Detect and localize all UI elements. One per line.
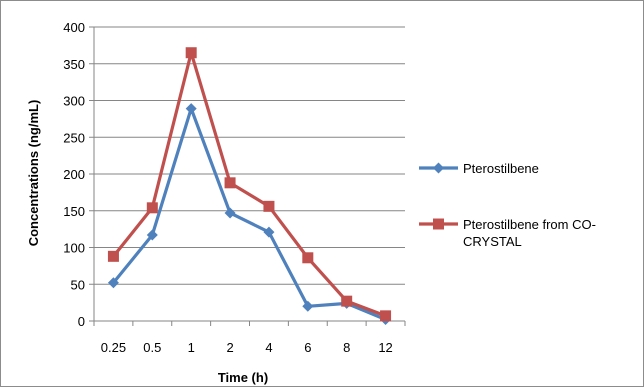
data-point [380,310,392,322]
legend-item-pterostilbene-co-crystal: Pterostilbene from CO- CRYSTAL [419,217,596,249]
y-tick-label: 250 [63,130,85,145]
x-tick-label: 6 [304,340,311,355]
data-point [263,226,275,238]
legend-label: CRYSTAL [463,234,522,249]
x-tick-label: 12 [378,340,392,355]
x-tick-label: 1 [188,340,195,355]
y-axis-title: Concentrations (ng/mL) [26,100,41,247]
legend-item-pterostilbene: Pterostilbene [419,161,539,176]
series-pterostilbene-co-crystal [107,47,392,322]
data-point [107,250,119,262]
y-tick-label: 300 [63,94,85,109]
legend-label: Pterostilbene from CO- [463,217,596,232]
data-point [341,295,353,307]
x-axis-title: Time (h) [218,370,268,385]
legend-marker [433,162,444,174]
y-tick-label: 0 [78,314,85,329]
y-tick-label: 200 [63,167,85,182]
y-tick-label: 50 [71,277,85,292]
axes [89,26,406,326]
data-point [302,252,314,264]
legend-marker [433,218,444,230]
data-point [302,300,314,312]
series-lines [107,47,392,326]
x-tick-label: 0.5 [143,340,161,355]
y-tick-labels: 0 50 100 150 200 250 300 350 400 [63,20,85,329]
series-pterostilbene [107,103,392,326]
y-tick-label: 100 [63,241,85,256]
series-line [112,51,387,318]
x-tick-label: 4 [265,340,272,355]
data-point [107,277,119,289]
x-tick-label: 0.25 [101,340,126,355]
data-point [263,200,275,212]
y-tick-label: 150 [63,204,85,219]
data-point [224,207,236,219]
x-tick-label: 8 [343,340,350,355]
data-point [185,47,197,59]
x-tick-label: 2 [226,340,233,355]
legend-label: Pterostilbene [463,161,539,176]
y-tick-label: 400 [63,20,85,35]
series-line [112,106,387,322]
data-point [146,202,158,214]
legend: Pterostilbene Pterostilbene from CO- CRYST… [419,161,596,249]
data-point [146,229,158,241]
y-tick-label: 350 [63,57,85,72]
data-point [185,103,197,115]
x-tick-labels: 0.25 0.5 1 2 4 6 8 12 [101,340,393,355]
data-point [224,177,236,189]
gridlines [94,26,405,285]
